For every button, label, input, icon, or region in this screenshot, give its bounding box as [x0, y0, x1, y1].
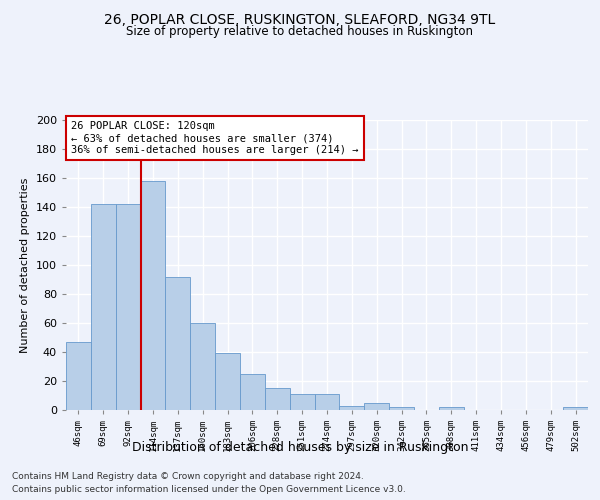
Bar	[364, 403, 389, 410]
Bar	[116, 204, 140, 410]
Bar	[290, 394, 314, 410]
Bar	[240, 374, 265, 410]
Text: Size of property relative to detached houses in Ruskington: Size of property relative to detached ho…	[127, 25, 473, 38]
Bar	[215, 354, 240, 410]
Bar	[140, 181, 166, 410]
Text: Contains HM Land Registry data © Crown copyright and database right 2024.: Contains HM Land Registry data © Crown c…	[12, 472, 364, 481]
Bar	[314, 394, 340, 410]
Bar	[66, 342, 91, 410]
Bar	[563, 407, 588, 410]
Bar	[190, 323, 215, 410]
Bar	[166, 276, 190, 410]
Bar	[389, 407, 414, 410]
Text: 26 POPLAR CLOSE: 120sqm
← 63% of detached houses are smaller (374)
36% of semi-d: 26 POPLAR CLOSE: 120sqm ← 63% of detache…	[71, 122, 359, 154]
Bar	[340, 406, 364, 410]
Text: 26, POPLAR CLOSE, RUSKINGTON, SLEAFORD, NG34 9TL: 26, POPLAR CLOSE, RUSKINGTON, SLEAFORD, …	[104, 12, 496, 26]
Bar	[91, 204, 116, 410]
Text: Contains public sector information licensed under the Open Government Licence v3: Contains public sector information licen…	[12, 485, 406, 494]
Text: Distribution of detached houses by size in Ruskington: Distribution of detached houses by size …	[132, 441, 468, 454]
Y-axis label: Number of detached properties: Number of detached properties	[20, 178, 30, 352]
Bar	[439, 407, 464, 410]
Bar	[265, 388, 290, 410]
